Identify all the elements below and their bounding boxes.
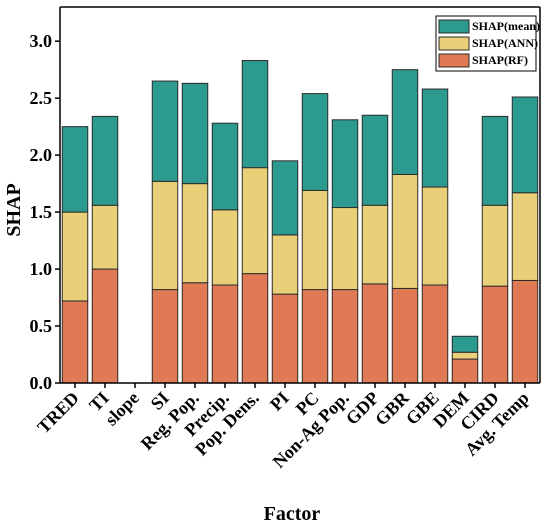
x-axis-title: Factor	[264, 503, 321, 525]
bar-shaprf-0	[61, 300, 89, 384]
bar-shaprf-8	[301, 289, 329, 384]
bar-shapmean-3	[151, 80, 179, 182]
bar-shapann-8	[301, 189, 329, 291]
bar-shapann-1	[91, 204, 119, 270]
bar-shaprf-10	[361, 283, 389, 384]
bar-shaprf-4	[181, 282, 209, 384]
legend-swatch	[438, 36, 470, 51]
y-tick-label: 0.5	[30, 316, 53, 336]
y-axis-title: SHAP	[3, 183, 25, 236]
bar-shaprf-12	[421, 284, 449, 384]
bar-shapann-3	[151, 180, 179, 291]
bar-shapmean-14	[481, 115, 509, 206]
axes-group	[59, 6, 541, 384]
x-tick-label: PI	[266, 388, 293, 415]
bar-shapmean-6	[241, 60, 269, 169]
bar-shaprf-14	[481, 285, 509, 384]
y-tick-label: 2.5	[30, 88, 53, 108]
legend-label: SHAP(ANN)	[472, 36, 538, 50]
y-tick-label: 1.0	[30, 259, 53, 279]
bar-shapann-0	[61, 211, 89, 302]
bar-shapann-9	[331, 207, 359, 291]
bar-shapmean-10	[361, 114, 389, 206]
bar-shapann-7	[271, 234, 299, 295]
legend-label: SHAP(mean)	[472, 19, 540, 33]
x-tick-label: GDP	[342, 388, 383, 429]
bars-group	[61, 60, 539, 384]
bar-shapmean-4	[181, 82, 209, 185]
bar-shapmean-12	[421, 88, 449, 188]
bar-shaprf-13	[451, 358, 479, 384]
x-tick-label: slope	[101, 388, 143, 430]
bar-shapmean-7	[271, 160, 299, 236]
bar-shapmean-1	[91, 115, 119, 206]
bar-shapann-10	[361, 204, 389, 285]
y-tick-label: 1.5	[30, 202, 53, 222]
legend-swatch	[438, 53, 470, 68]
bar-shapann-15	[511, 192, 539, 281]
bar-shapmean-13	[451, 335, 479, 353]
legend-swatch	[438, 19, 470, 34]
bar-shaprf-3	[151, 289, 179, 384]
legend: SHAP(mean) SHAP(ANN) SHAP(RF)	[435, 15, 540, 72]
bar-shaprf-5	[211, 284, 239, 384]
bar-shapmean-8	[301, 93, 329, 191]
bar-shapann-13	[451, 351, 479, 360]
bar-shapmean-0	[61, 126, 89, 213]
y-tick-label: 3.0	[30, 31, 53, 51]
y-ticks-group: 0.0 0.5 1.0 1.5 2.0 2.5 3.0	[30, 31, 60, 393]
bar-shapann-6	[241, 167, 269, 275]
y-tick-label: 2.0	[30, 145, 53, 165]
bar-shapmean-15	[511, 96, 539, 194]
bar-shapmean-11	[391, 69, 419, 175]
bar-shapann-14	[481, 204, 509, 287]
bar-shapann-11	[391, 173, 419, 289]
bar-shaprf-7	[271, 293, 299, 384]
y-tick-label: 0.0	[30, 373, 53, 393]
bar-shaprf-11	[391, 287, 419, 384]
bar-shapann-12	[421, 186, 449, 286]
bar-shapann-4	[181, 183, 209, 284]
bar-shaprf-1	[91, 268, 119, 384]
bar-shaprf-15	[511, 279, 539, 384]
bar-shaprf-6	[241, 273, 269, 384]
legend-label: SHAP(RF)	[472, 53, 528, 67]
bar-shapmean-5	[211, 122, 239, 211]
x-tick-label: TRED	[33, 388, 83, 438]
bar-shaprf-9	[331, 289, 359, 384]
bar-shapmean-9	[331, 119, 359, 209]
bar-shapann-5	[211, 209, 239, 286]
